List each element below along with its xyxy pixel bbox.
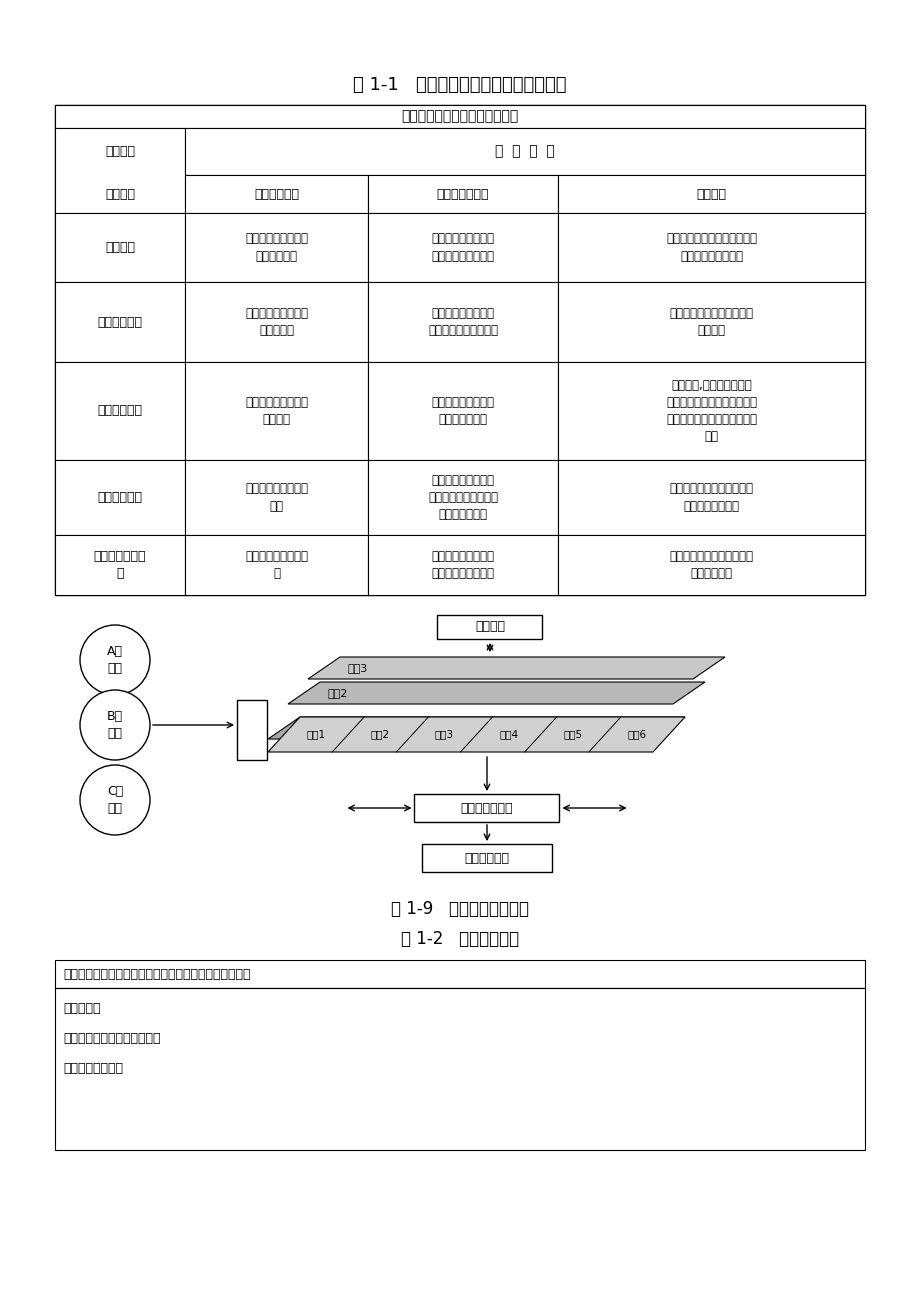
Polygon shape — [267, 717, 685, 753]
Bar — [55, 960, 864, 988]
Bar — [55, 105, 864, 595]
Bar — [558, 214, 864, 283]
Text: 更好地抑制大卖家的
侃价能力: 更好地抑制大卖家的 侃价能力 — [244, 396, 308, 426]
Circle shape — [80, 690, 150, 760]
Bar — [55, 535, 185, 595]
Text: 能更好地进行价格竞
争: 能更好地进行价格竞 争 — [244, 549, 308, 579]
Text: 集中战略: 集中战略 — [696, 187, 726, 201]
Bar — [558, 362, 864, 460]
Bar — [558, 283, 864, 362]
Text: 行业内对手的竞
争: 行业内对手的竞 争 — [94, 549, 146, 579]
Bar — [237, 700, 267, 760]
Bar — [185, 128, 864, 174]
Text: 环节4: 环节4 — [498, 729, 517, 740]
Text: 一  般  战  略: 一 般 战 略 — [494, 145, 554, 159]
Text: 环节2: 环节2 — [370, 729, 390, 740]
Text: 价值链的基本活动（注：每项分为差、一般、优秀三档）: 价值链的基本活动（注：每项分为差、一般、优秀三档） — [62, 967, 250, 980]
Text: 顾客习惯于一种独特
的产品或服务因而降低
了替代品的威胁: 顾客习惯于一种独特 的产品或服务因而降低 了替代品的威胁 — [427, 474, 497, 521]
Text: 地理覆盖面积: 地理覆盖面积 — [464, 852, 509, 865]
Bar — [185, 174, 368, 214]
Text: 特殊的产品和核心能力能够
防止替代品的威胁: 特殊的产品和核心能力能够 防止替代品的威胁 — [669, 483, 753, 513]
Bar — [368, 283, 558, 362]
Text: 行业2: 行业2 — [328, 687, 348, 698]
Bar — [437, 615, 542, 639]
Text: 供应链哪些环节: 供应链哪些环节 — [460, 802, 513, 815]
Text: 行业内的: 行业内的 — [105, 145, 135, 158]
Text: 品牌忠诚度能使顾客
不理睬你的竞争对手: 品牌忠诚度能使顾客 不理睬你的竞争对手 — [431, 549, 494, 579]
Polygon shape — [308, 658, 724, 680]
Text: 买方侃价能力: 买方侃价能力 — [97, 315, 142, 328]
Text: 进入障碍: 进入障碍 — [105, 241, 135, 254]
Bar — [368, 214, 558, 283]
Text: B类
服务: B类 服务 — [107, 710, 123, 740]
Text: 成本领先战略: 成本领先战略 — [254, 187, 299, 201]
Text: 行业3: 行业3 — [347, 663, 368, 673]
Text: 哪些行业: 哪些行业 — [474, 621, 505, 634]
Text: 内部后勤：: 内部后勤： — [62, 1001, 100, 1014]
Text: 环节1: 环节1 — [306, 729, 325, 740]
Text: 原材料与存货控制系统的健全: 原材料与存货控制系统的健全 — [62, 1031, 160, 1044]
Bar — [55, 214, 185, 283]
Bar — [55, 362, 185, 460]
Text: 竞争对手无法满足集中差异
化顾客的需求: 竞争对手无法满足集中差异 化顾客的需求 — [669, 549, 753, 579]
Bar — [368, 535, 558, 595]
Text: 更好地将供方的涨价
部分转嫁给顾客: 更好地将供方的涨价 部分转嫁给顾客 — [431, 396, 494, 426]
Text: 没有选择范围使大买家丧失
谈判能力: 没有选择范围使大买家丧失 谈判能力 — [669, 307, 753, 337]
Bar — [55, 283, 185, 362]
Text: 供方侃价能力: 供方侃价能力 — [97, 405, 142, 418]
Text: 因为选择范围小而削
弱了大买家的谈判能力: 因为选择范围小而削 弱了大买家的谈判能力 — [427, 307, 497, 337]
Text: 培育顾客忠诚度以挫
伤潜在进入者的信心: 培育顾客忠诚度以挫 伤潜在进入者的信心 — [431, 233, 494, 263]
Text: 环节6: 环节6 — [627, 729, 646, 740]
Text: A类
服务: A类 服务 — [107, 644, 123, 674]
Bar — [185, 283, 368, 362]
Text: 具备杀价能力阻止潜
在对手的进入: 具备杀价能力阻止潜 在对手的进入 — [244, 233, 308, 263]
Bar — [185, 460, 368, 535]
Polygon shape — [288, 682, 704, 704]
Text: C类
服务: C类 服务 — [107, 785, 123, 815]
Bar — [558, 535, 864, 595]
Text: 图 1-9   波特的价值链模型: 图 1-9 波特的价值链模型 — [391, 900, 528, 918]
Text: 进货量低,供方的侃价能力
就高，但集中差异化的公司能
更好地将供方的涨价部分转嫁
出去: 进货量低,供方的侃价能力 就高，但集中差异化的公司能 更好地将供方的涨价部分转嫁… — [665, 379, 756, 443]
Text: 环节3: 环节3 — [435, 729, 453, 740]
Bar — [185, 214, 368, 283]
Bar — [55, 460, 185, 535]
Circle shape — [80, 625, 150, 695]
Bar — [422, 844, 551, 872]
Circle shape — [80, 766, 150, 835]
Text: 表 1-2   价值链评价表: 表 1-2 价值链评价表 — [401, 930, 518, 948]
Bar — [368, 174, 558, 214]
Text: 原材料的仓储效率: 原材料的仓储效率 — [62, 1061, 123, 1074]
Text: 五种力量: 五种力量 — [105, 187, 135, 201]
Text: 表 1-1   波特五力模型与一般战略的关系: 表 1-1 波特五力模型与一般战略的关系 — [353, 76, 566, 94]
Text: 通过集中战略建立核心能力以
阻止潜在对手的进入: 通过集中战略建立核心能力以 阻止潜在对手的进入 — [665, 233, 756, 263]
Text: 能够利用低价抵御替
代品: 能够利用低价抵御替 代品 — [244, 483, 308, 513]
Text: 具备向大买家出更低
价格的能力: 具备向大买家出更低 价格的能力 — [244, 307, 308, 337]
Text: 替代品的威胁: 替代品的威胁 — [97, 491, 142, 504]
Bar — [185, 362, 368, 460]
Bar — [368, 362, 558, 460]
Bar — [368, 460, 558, 535]
Bar — [558, 460, 864, 535]
Text: 环节5: 环节5 — [562, 729, 582, 740]
Bar — [55, 128, 185, 214]
Text: 产品差异化战略: 产品差异化战略 — [437, 187, 489, 201]
Polygon shape — [267, 717, 685, 740]
Text: 行业1: 行业1 — [308, 723, 328, 733]
Bar — [414, 794, 559, 822]
Bar — [55, 105, 864, 128]
Bar — [558, 174, 864, 214]
Bar — [185, 535, 368, 595]
Text: 波特五力模型与一般战略的关系: 波特五力模型与一般战略的关系 — [401, 109, 518, 124]
Bar — [55, 988, 864, 1150]
